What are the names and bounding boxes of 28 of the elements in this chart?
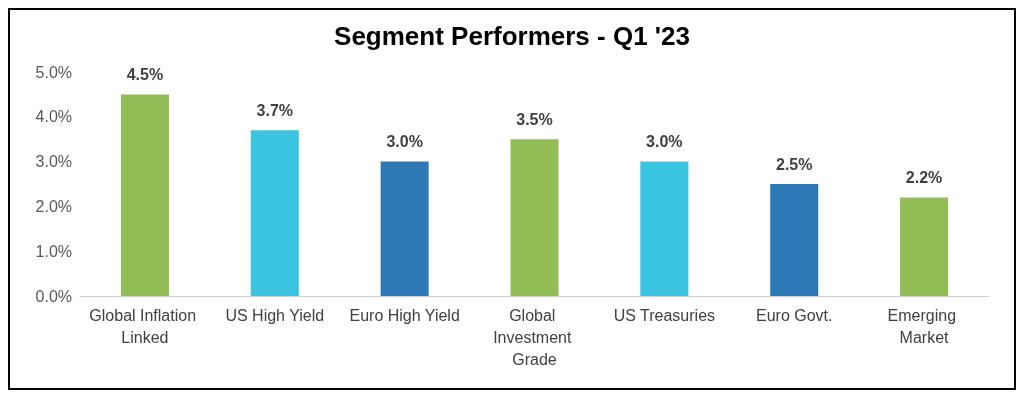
data-label: 3.0% (646, 133, 683, 151)
bar (770, 184, 819, 296)
bar (120, 94, 169, 296)
bar (900, 197, 949, 296)
bar (640, 161, 689, 296)
chart-title: Segment Performers - Q1 '23 (334, 21, 690, 51)
data-label: 3.7% (256, 101, 294, 119)
x-tick-label: Emerging Market (887, 306, 961, 346)
y-tick-label: 1.0% (35, 242, 72, 260)
x-tick-label: Euro Govt. (755, 306, 833, 324)
y-tick-label: 0.0% (35, 287, 72, 305)
y-tick-label: 3.0% (35, 153, 72, 171)
y-tick-label: 5.0% (35, 63, 72, 81)
x-tick-label: Global Inflation Linked (89, 306, 201, 346)
x-tick-label: Global Investment Grade (493, 306, 576, 368)
x-tick-label: US High Yield (225, 306, 325, 324)
y-tick-label: 2.0% (35, 197, 72, 215)
y-tick-label: 4.0% (35, 108, 72, 126)
bar (250, 130, 299, 296)
x-tick-label: Euro High Yield (349, 306, 460, 324)
data-label: 2.2% (905, 168, 943, 186)
data-label: 2.5% (775, 155, 813, 173)
data-label: 3.0% (386, 133, 423, 151)
bar (380, 161, 429, 296)
data-label: 4.5% (126, 65, 164, 83)
x-tick-label: US Treasuries (613, 306, 716, 324)
data-label: 3.5% (516, 110, 553, 128)
bar (510, 139, 559, 296)
